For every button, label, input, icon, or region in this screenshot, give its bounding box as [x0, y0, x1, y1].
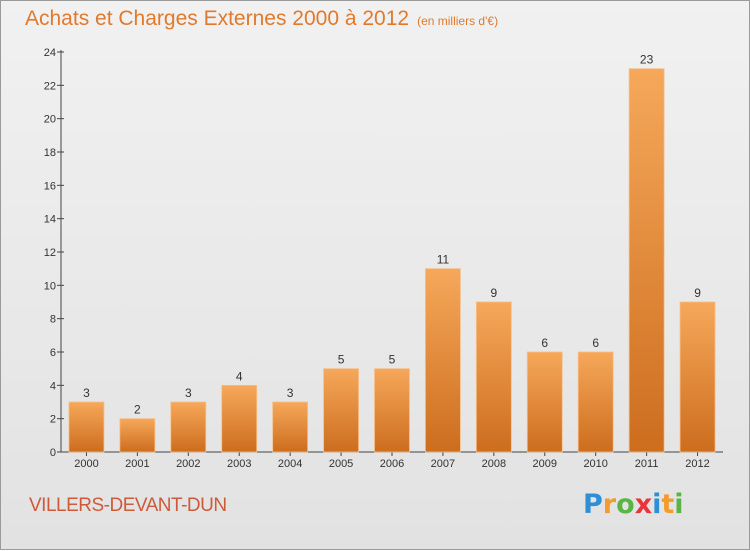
y-tick-label: 24: [44, 47, 56, 59]
y-tick-label: 22: [44, 80, 56, 92]
data-label-2008: 9: [491, 286, 498, 300]
logo-letter: i: [652, 489, 662, 520]
logo-letter: o: [616, 489, 635, 520]
y-tick-label: 20: [44, 114, 56, 126]
data-label-2003: 4: [236, 369, 243, 383]
data-label-2007: 11: [437, 253, 450, 267]
bar-2011: [628, 68, 665, 453]
data-label-2012: 9: [694, 286, 701, 300]
bar-2007: [425, 268, 461, 453]
y-tick-label: 4: [50, 380, 56, 392]
x-tick-label: 2011: [635, 458, 659, 470]
commune-name: VILLERS-DEVANT-DUN: [29, 495, 227, 516]
y-tick-label: 0: [50, 447, 56, 459]
y-tick-label: 18: [44, 147, 56, 159]
data-label-2000: 3: [83, 386, 90, 400]
y-tick-label: 6: [50, 347, 56, 359]
y-tick-label: 12: [44, 247, 56, 259]
logo-letter: P: [583, 489, 603, 520]
proxiti-logo: Proxiti: [583, 489, 684, 520]
x-tick-label: 2010: [583, 458, 607, 470]
data-label-2004: 3: [287, 386, 294, 400]
x-tick-label: 2009: [533, 458, 557, 470]
logo-letter: r: [602, 489, 617, 520]
x-tick-label: 2002: [176, 458, 200, 470]
logo-letter: t: [661, 489, 675, 520]
bar-2002: [170, 401, 207, 453]
data-label-2002: 3: [185, 386, 192, 400]
bar-2005: [323, 368, 359, 453]
x-tick-label: 2004: [278, 458, 302, 470]
bar-2004: [272, 401, 309, 453]
data-label-2010: 6: [592, 336, 599, 350]
chart-title: Achats et Charges Externes 2000 à 2012 (e…: [25, 7, 498, 31]
data-label-2005: 5: [338, 353, 345, 367]
chart-bars: [68, 68, 716, 453]
x-tick-label: 2000: [74, 458, 98, 470]
data-label-2011: 23: [640, 53, 654, 67]
bar-2010: [577, 351, 614, 453]
x-tick-label: 2001: [125, 458, 149, 470]
logo-letter: i: [674, 489, 684, 520]
y-tick-label: 2: [50, 414, 56, 426]
logo-letter: x: [634, 489, 653, 520]
x-tick-label: 2005: [329, 458, 353, 470]
y-tick-label: 10: [44, 280, 56, 292]
x-tick-label: 2003: [227, 458, 251, 470]
bar-2006: [374, 368, 410, 453]
bar-2009: [526, 351, 563, 453]
chart-subtitle: (en milliers d'€): [417, 14, 499, 28]
y-tick-label: 8: [50, 314, 56, 326]
x-tick-label: 2012: [685, 458, 709, 470]
x-tick-label: 2006: [380, 458, 404, 470]
y-tick-label: 14: [44, 214, 56, 226]
bar-2012: [679, 301, 716, 453]
bar-2000: [68, 401, 105, 453]
x-tick-label: 2008: [482, 458, 506, 470]
data-label-2009: 6: [541, 336, 548, 350]
y-tick-label: 16: [44, 180, 56, 192]
chart-title-text: Achats et Charges Externes 2000 à 2012: [25, 7, 410, 30]
bar-2001: [119, 418, 156, 453]
data-label-2001: 2: [134, 403, 141, 417]
bar-2008: [475, 301, 512, 453]
data-label-2006: 5: [389, 353, 396, 367]
x-tick-label: 2007: [431, 458, 455, 470]
bar-2003: [221, 384, 258, 453]
